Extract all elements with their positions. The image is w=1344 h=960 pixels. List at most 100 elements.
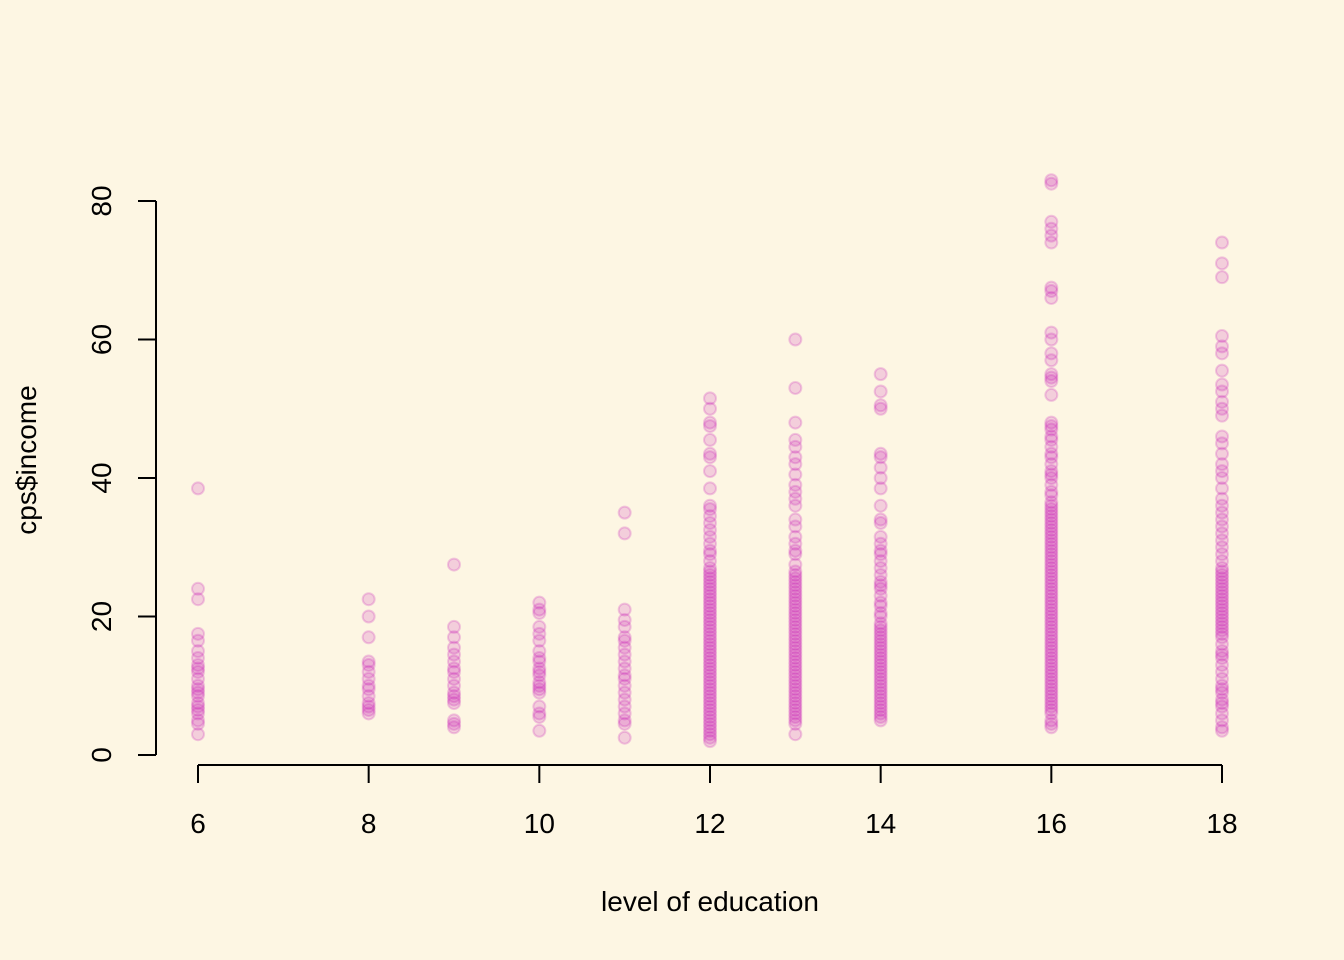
- data-point: [703, 498, 717, 513]
- data-point: [1215, 651, 1229, 666]
- data-point: [703, 689, 717, 704]
- data-point: [1044, 529, 1059, 544]
- data-point: [1044, 429, 1059, 444]
- data-point: [1044, 720, 1059, 735]
- data-point: [873, 630, 888, 645]
- data-point: [873, 609, 888, 624]
- data-point: [873, 446, 888, 461]
- data-point: [788, 380, 803, 395]
- data-point: [788, 647, 803, 662]
- data-point: [873, 661, 888, 676]
- data-point: [1044, 616, 1059, 631]
- data-point: [703, 671, 717, 686]
- data-point: [703, 616, 717, 631]
- data-point: [191, 706, 205, 721]
- data-point: [788, 491, 803, 506]
- data-point: [788, 699, 803, 714]
- data-point: [1044, 554, 1059, 569]
- data-point: [788, 588, 803, 603]
- data-point: [703, 644, 717, 659]
- data-point: [1215, 678, 1229, 693]
- data-point: [1044, 626, 1059, 641]
- data-point: [1215, 578, 1229, 593]
- data-point: [873, 689, 888, 704]
- data-point: [703, 709, 717, 724]
- data-point: [1215, 588, 1229, 603]
- data-point: [873, 692, 888, 707]
- data-point: [703, 481, 717, 496]
- data-point: [1044, 419, 1059, 434]
- data-point: [1215, 612, 1229, 627]
- data-point: [1215, 394, 1229, 409]
- data-point: [1044, 522, 1059, 537]
- data-point: [703, 554, 717, 569]
- data-point: [1044, 699, 1059, 714]
- data-point: [703, 599, 717, 614]
- data-point: [703, 692, 717, 707]
- data-point: [873, 561, 888, 576]
- data-point: [532, 626, 547, 641]
- data-point: [703, 678, 717, 693]
- data-point: [703, 637, 717, 652]
- data-point: [873, 547, 888, 562]
- data-point: [703, 529, 717, 544]
- data-point: [788, 709, 803, 724]
- data-point: [1044, 415, 1059, 430]
- data-point: [1044, 678, 1059, 693]
- data-point: [788, 644, 803, 659]
- data-point: [617, 526, 632, 541]
- data-point: [873, 671, 888, 686]
- data-point: [191, 581, 205, 596]
- data-point: [703, 734, 717, 749]
- data-point: [703, 567, 717, 582]
- data-point: [617, 713, 632, 728]
- x-tick-label: 6: [190, 808, 206, 839]
- data-point: [788, 467, 803, 482]
- data-point: [873, 699, 888, 714]
- data-point: [1044, 602, 1059, 617]
- data-point: [703, 651, 717, 666]
- data-point: [788, 626, 803, 641]
- data-point: [1044, 512, 1059, 527]
- data-point: [788, 623, 803, 638]
- x-axis: 6 8 10 12 14 16 18: [190, 764, 1238, 839]
- data-point: [788, 599, 803, 614]
- data-point: [1044, 564, 1059, 579]
- data-point: [1044, 325, 1059, 340]
- data-point: [447, 664, 461, 679]
- x-axis-title: level of education: [601, 886, 819, 917]
- data-point: [788, 457, 803, 472]
- data-point: [703, 723, 717, 738]
- data-point: [361, 657, 376, 672]
- data-point: [703, 626, 717, 641]
- data-point: [1215, 567, 1229, 582]
- data-point: [873, 554, 888, 569]
- data-point: [788, 657, 803, 672]
- data-point: [1044, 346, 1059, 361]
- data-point: [873, 678, 888, 693]
- data-point: [873, 450, 888, 465]
- data-point: [1215, 644, 1229, 659]
- data-point: [532, 602, 547, 617]
- data-point: [532, 633, 547, 648]
- data-point: [1215, 540, 1229, 555]
- data-point: [1215, 664, 1229, 679]
- data-point: [1044, 495, 1059, 510]
- data-point: [703, 623, 717, 638]
- data-point: [532, 709, 547, 724]
- data-point: [873, 682, 888, 697]
- data-point: [788, 706, 803, 721]
- data-point: [788, 619, 803, 634]
- data-point: [1215, 630, 1229, 645]
- data-point: [1044, 675, 1059, 690]
- data-point: [1215, 696, 1229, 711]
- data-point: [1044, 422, 1059, 437]
- data-point: [1044, 623, 1059, 638]
- data-point: [788, 713, 803, 728]
- data-point: [788, 564, 803, 579]
- data-point: [1044, 561, 1059, 576]
- data-point: [191, 644, 205, 659]
- data-point: [1044, 689, 1059, 704]
- data-point: [447, 692, 461, 707]
- data-point: [1044, 567, 1059, 582]
